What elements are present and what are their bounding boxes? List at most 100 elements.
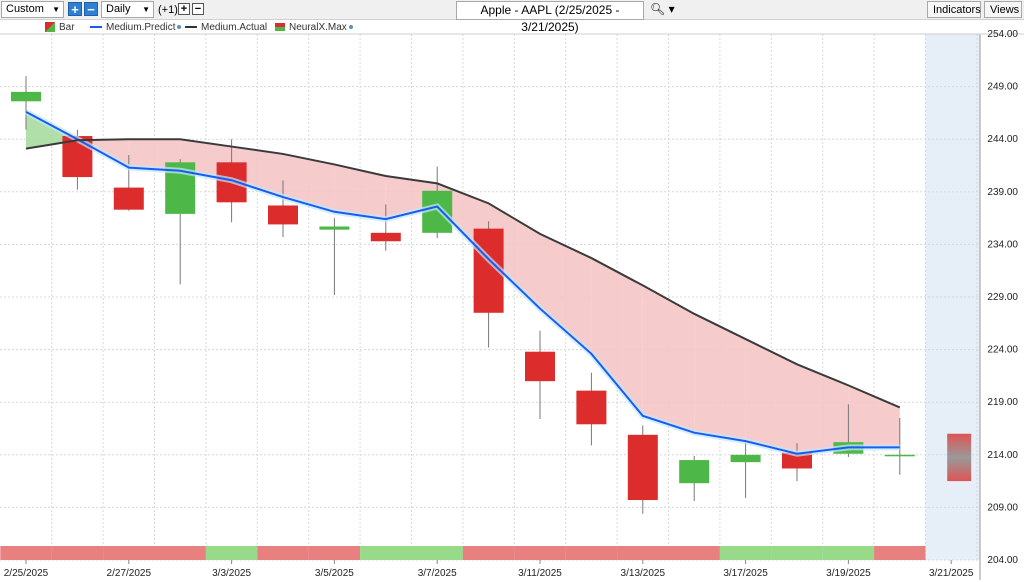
offset-label: (+1)	[158, 4, 178, 16]
signal-band-cell	[308, 546, 361, 560]
candle-body	[576, 390, 607, 425]
zoom-out-button[interactable]: −	[84, 2, 98, 16]
chevron-down-icon: ▼	[142, 5, 150, 14]
signal-band-cell	[103, 546, 155, 560]
legend-item-medium-predict: Medium.Predict	[90, 22, 182, 33]
signal-band-cell	[411, 546, 463, 560]
legend-item-neuralx-max: NeuralX.Max	[275, 22, 353, 33]
x-tick-label: 2/27/2025	[107, 568, 152, 579]
signal-band-cell	[565, 546, 618, 560]
y-tick-label: 209.00	[987, 502, 1018, 513]
signal-band-cell	[0, 546, 52, 560]
candle-body	[730, 454, 761, 463]
spread-segment	[540, 233, 592, 354]
spread-segment	[797, 364, 849, 454]
y-tick-label: 229.00	[987, 292, 1018, 303]
spread-segment	[231, 146, 283, 198]
search-icon[interactable]: 🔍︎ ▾	[650, 2, 675, 16]
candle-body	[679, 460, 710, 484]
x-tick-label: 3/11/2025	[518, 568, 562, 579]
y-tick-label: 234.00	[987, 239, 1018, 250]
interval-select-value: Daily	[106, 3, 131, 15]
x-tick-label: 3/5/2025	[315, 568, 354, 579]
spread-segment	[334, 164, 386, 220]
y-tick-label: 244.00	[987, 134, 1018, 145]
y-tick-label: 249.00	[987, 82, 1018, 93]
line-swatch	[185, 26, 197, 29]
spread-fill	[26, 111, 900, 454]
legend-label: Medium.Actual	[201, 22, 268, 33]
y-tick-label: 254.00	[987, 29, 1018, 40]
candle-body	[627, 434, 658, 501]
signal-band-cell	[719, 546, 772, 560]
signal-band-cell	[617, 546, 669, 560]
spread-segment	[848, 385, 900, 448]
indicators-button[interactable]: Indicators	[927, 1, 981, 18]
y-tick-label: 204.00	[987, 555, 1018, 566]
candle-body	[11, 91, 41, 102]
y-tick-label: 214.00	[987, 450, 1018, 461]
spread-segment	[283, 153, 335, 212]
x-tick-label: 3/19/2025	[826, 568, 871, 579]
y-tick-label: 239.00	[987, 187, 1018, 198]
views-label: Views	[990, 4, 1020, 16]
y-tick-label: 219.00	[987, 397, 1018, 408]
x-tick-label: 3/7/2025	[418, 568, 457, 579]
zoom-in-button[interactable]: +	[68, 2, 82, 16]
offset-plus-button[interactable]: +	[178, 3, 190, 15]
legend-label: Medium.Predict	[106, 22, 176, 33]
chevron-down-icon: ▼	[52, 5, 60, 14]
candle-body	[370, 232, 401, 242]
signal-band-cell	[771, 546, 823, 560]
x-tick-label: 3/17/2025	[723, 568, 768, 579]
x-tick-label: 2/25/2025	[4, 568, 49, 579]
x-tick-label: 3/21/2025	[929, 568, 974, 579]
signal-band-cell	[668, 546, 720, 560]
candle-body	[113, 187, 144, 210]
x-tick-label: 3/13/2025	[621, 568, 666, 579]
indicators-label: Indicators	[933, 4, 981, 16]
legend-label: Bar	[59, 22, 75, 33]
candle-body	[525, 351, 555, 382]
spread-segment	[591, 258, 643, 416]
indicator-lines	[24, 109, 901, 457]
neuralx-icon	[275, 23, 285, 32]
dot-icon	[177, 25, 182, 30]
spread-segment	[694, 313, 746, 442]
symbol-box[interactable]: Apple - AAPL (2/25/2025 - 3/21/2025)	[456, 1, 644, 34]
signal-band-cell	[257, 546, 309, 560]
line-swatch	[90, 26, 102, 29]
candle-body	[782, 452, 812, 469]
series-medium-predict	[25, 110, 900, 455]
spread-segment	[642, 285, 695, 433]
view-select[interactable]: Custom ▼	[1, 1, 64, 18]
signal-band-cell	[514, 546, 566, 560]
y-axis: 204.00 209.00 214.00 219.00 224.00 229.00 234.…	[987, 29, 1018, 566]
signal-band-cell	[360, 546, 412, 560]
forecast-bar	[947, 433, 972, 482]
dot-icon	[348, 25, 353, 30]
x-axis: 2/25/2025 2/27/2025 3/3/2025 3/5/2025 3/7/20…	[4, 560, 974, 579]
legend-item-bar: Bar	[45, 22, 75, 33]
signal-band	[0, 546, 926, 560]
y-tick-label: 224.00	[987, 345, 1018, 356]
spread-segment	[745, 339, 797, 454]
signal-band-cell	[51, 546, 104, 560]
candle-body	[319, 226, 350, 230]
x-tick-label: 3/3/2025	[212, 568, 251, 579]
bar-icon	[45, 22, 55, 33]
view-select-value: Custom	[6, 3, 44, 15]
legend-item-medium-actual: Medium.Actual	[185, 22, 267, 33]
signal-band-cell	[822, 546, 875, 560]
interval-select[interactable]: Daily ▼	[101, 1, 154, 18]
signal-band-cell	[462, 546, 515, 560]
series-medium-actual	[25, 138, 901, 409]
grid	[0, 33, 1024, 580]
views-button[interactable]: Views	[984, 1, 1022, 18]
signal-band-cell	[874, 546, 926, 560]
signal-band-cell	[154, 546, 206, 560]
signal-band-cell	[205, 546, 258, 560]
offset-minus-button[interactable]: −	[192, 3, 204, 15]
candles	[11, 76, 972, 514]
